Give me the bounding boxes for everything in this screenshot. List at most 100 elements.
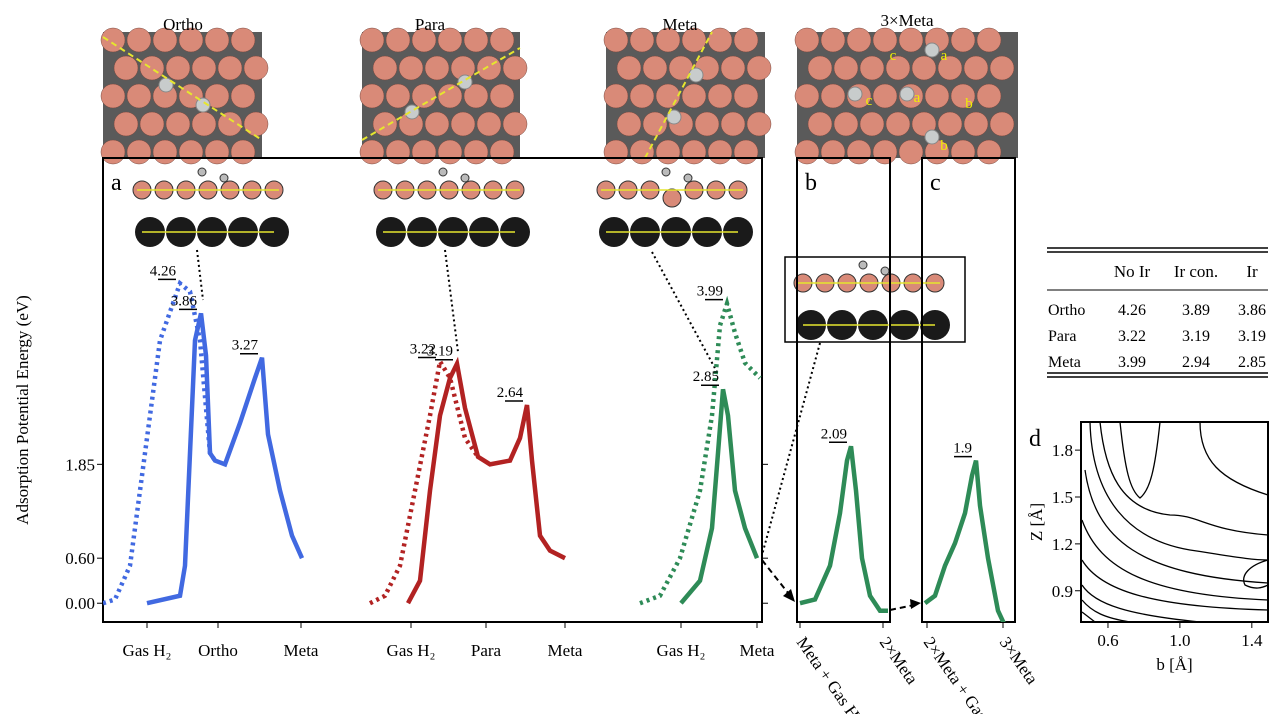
panel-title: Para xyxy=(415,15,446,34)
atom xyxy=(629,139,655,165)
atom xyxy=(681,139,707,165)
atom xyxy=(139,111,165,137)
atom xyxy=(950,83,976,109)
atom xyxy=(746,111,772,137)
atom xyxy=(359,139,385,165)
atom xyxy=(807,111,833,137)
y-tick-label: 0.60 xyxy=(65,549,95,568)
table-header: No Ir xyxy=(1114,262,1151,281)
atom xyxy=(733,83,759,109)
atom xyxy=(911,55,937,81)
atom xyxy=(707,139,733,165)
atom xyxy=(963,55,989,81)
h-atom xyxy=(666,109,682,125)
atom xyxy=(165,55,191,81)
y-tick-label: 1.2 xyxy=(1052,535,1073,554)
y-tick-label: 1.8 xyxy=(1052,441,1073,460)
atom xyxy=(694,111,720,137)
atom xyxy=(794,27,820,53)
atom xyxy=(385,139,411,165)
panel-frame xyxy=(1080,421,1269,623)
atom xyxy=(385,83,411,109)
table-cell: Para xyxy=(1048,328,1076,345)
atom xyxy=(976,83,1002,109)
image-label: b xyxy=(940,138,948,154)
atom xyxy=(655,139,681,165)
atom xyxy=(872,83,898,109)
panel-label: d xyxy=(1029,426,1041,452)
atom xyxy=(463,27,489,53)
atom xyxy=(720,111,746,137)
x-tick-label: 2×Meta + Gas H₂ xyxy=(920,633,1004,714)
value-label: 2.09 xyxy=(821,426,847,442)
atom xyxy=(191,111,217,137)
atom xyxy=(489,27,515,53)
panel-frame xyxy=(921,157,1016,623)
h-atom xyxy=(195,97,211,113)
atom xyxy=(603,139,629,165)
atom xyxy=(359,27,385,53)
x-tick-label: Gas H₂ xyxy=(123,641,172,660)
y-tick-label: 1.5 xyxy=(1052,488,1073,507)
atom xyxy=(178,139,204,165)
atom xyxy=(807,55,833,81)
table-header: Ir con. xyxy=(1174,262,1218,281)
atom xyxy=(989,111,1015,137)
table-cell: Meta xyxy=(1048,354,1081,371)
h-atom xyxy=(661,167,671,177)
atom xyxy=(885,111,911,137)
axis-guide xyxy=(644,31,713,159)
atom xyxy=(733,27,759,53)
atom xyxy=(950,27,976,53)
connector xyxy=(761,342,821,556)
table-cell: 2.85 xyxy=(1238,354,1266,371)
atom xyxy=(733,139,759,165)
h-atom xyxy=(924,129,940,145)
atom xyxy=(411,83,437,109)
table-header: Ir xyxy=(1246,262,1258,281)
atom xyxy=(476,111,502,137)
x-tick-label: Gas H₂ xyxy=(657,641,706,660)
atom xyxy=(100,27,126,53)
atom xyxy=(707,83,733,109)
x-tick-label: Meta + Gas H xyxy=(793,633,864,714)
value-label: 3.99 xyxy=(697,284,723,300)
atom xyxy=(976,27,1002,53)
arrow xyxy=(889,604,915,611)
atom xyxy=(359,83,385,109)
atom xyxy=(720,55,746,81)
line-series xyxy=(799,445,888,613)
table-cell: 3.19 xyxy=(1182,328,1210,345)
h-atom xyxy=(197,167,207,177)
atom xyxy=(603,27,629,53)
x-tick-label: Para xyxy=(471,641,502,660)
h-atom xyxy=(688,67,704,83)
atom xyxy=(502,55,528,81)
atom xyxy=(859,111,885,137)
atom xyxy=(126,139,152,165)
x-tick-label: 3×Meta xyxy=(996,633,1042,688)
atom xyxy=(846,27,872,53)
h-atom xyxy=(880,266,890,276)
table-cell: 3.86 xyxy=(1238,302,1266,319)
table-cell: Ortho xyxy=(1048,302,1085,319)
y-axis-label: Z [Å] xyxy=(1027,503,1046,541)
decoration xyxy=(196,249,921,611)
atom xyxy=(476,55,502,81)
image-label: a xyxy=(914,90,921,106)
atom xyxy=(398,55,424,81)
line-series xyxy=(103,279,217,606)
arrow-head xyxy=(910,599,921,609)
atom xyxy=(898,139,924,165)
x-tick-label: 1.4 xyxy=(1241,631,1263,650)
atom xyxy=(846,139,872,165)
atom xyxy=(616,55,642,81)
y-tick-label: 0.9 xyxy=(1052,582,1073,601)
line-series xyxy=(639,295,762,606)
atom xyxy=(629,27,655,53)
atom xyxy=(424,111,450,137)
atom xyxy=(820,83,846,109)
atom xyxy=(872,27,898,53)
atom xyxy=(681,27,707,53)
atom xyxy=(872,139,898,165)
